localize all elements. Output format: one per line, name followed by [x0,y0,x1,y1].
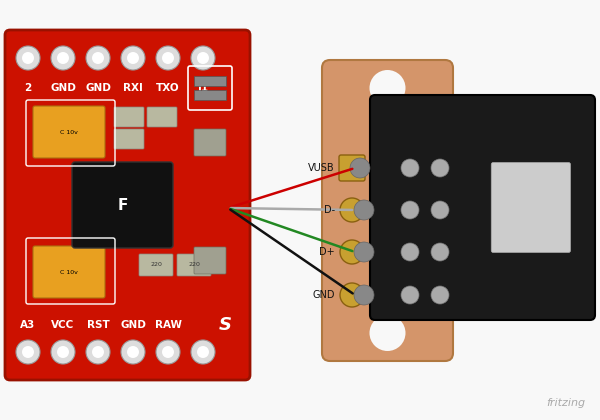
Circle shape [16,340,40,364]
Circle shape [340,198,364,222]
Text: RAW: RAW [155,320,182,330]
Circle shape [431,159,449,177]
FancyBboxPatch shape [322,60,453,361]
Circle shape [86,340,110,364]
Circle shape [350,158,370,178]
Circle shape [51,340,75,364]
Text: fritzing: fritzing [546,398,585,408]
Text: D-: D- [324,205,335,215]
FancyBboxPatch shape [33,246,105,298]
FancyBboxPatch shape [33,106,105,158]
Circle shape [22,346,34,358]
Circle shape [22,52,34,64]
Text: A3: A3 [20,320,35,330]
Circle shape [127,346,139,358]
FancyBboxPatch shape [194,247,226,274]
Text: VCC: VCC [52,320,74,330]
Circle shape [57,52,69,64]
Circle shape [51,46,75,70]
FancyBboxPatch shape [147,107,177,127]
Circle shape [86,46,110,70]
Circle shape [354,242,374,262]
Circle shape [121,46,145,70]
FancyBboxPatch shape [491,163,571,252]
Text: C 10v: C 10v [60,129,78,134]
Circle shape [370,70,406,106]
Text: GND: GND [50,83,76,93]
Text: GND: GND [120,320,146,330]
FancyBboxPatch shape [194,129,226,156]
FancyBboxPatch shape [114,129,144,149]
Circle shape [354,200,374,220]
Text: GND: GND [85,83,111,93]
FancyBboxPatch shape [114,107,144,127]
Text: GND: GND [313,290,335,300]
FancyBboxPatch shape [370,95,595,320]
Text: J1: J1 [197,83,209,93]
Circle shape [197,52,209,64]
Circle shape [162,52,174,64]
Circle shape [431,201,449,219]
FancyBboxPatch shape [339,155,365,181]
Circle shape [431,243,449,261]
Text: RST: RST [86,320,109,330]
Text: 2: 2 [25,83,32,93]
Circle shape [121,340,145,364]
Text: TXO: TXO [156,83,180,93]
Text: S: S [218,316,232,334]
Circle shape [191,46,215,70]
Circle shape [340,240,364,264]
Circle shape [127,52,139,64]
Text: 220: 220 [150,262,162,268]
Text: RXI: RXI [123,83,143,93]
Circle shape [92,346,104,358]
FancyBboxPatch shape [72,162,173,248]
Circle shape [401,243,419,261]
Circle shape [340,283,364,307]
Circle shape [354,285,374,305]
Text: VUSB: VUSB [308,163,335,173]
Circle shape [156,46,180,70]
Text: F: F [118,197,128,213]
FancyBboxPatch shape [177,254,211,276]
Circle shape [401,201,419,219]
Circle shape [16,46,40,70]
Bar [194,90,226,100]
Circle shape [92,52,104,64]
Circle shape [191,340,215,364]
Circle shape [370,315,406,351]
Circle shape [156,340,180,364]
Bar [194,76,226,86]
Circle shape [57,346,69,358]
FancyBboxPatch shape [5,30,250,380]
FancyBboxPatch shape [139,254,173,276]
Circle shape [431,286,449,304]
Circle shape [401,286,419,304]
Text: 220: 220 [188,262,200,268]
Circle shape [162,346,174,358]
Circle shape [197,346,209,358]
Text: D+: D+ [319,247,335,257]
Circle shape [401,159,419,177]
Text: C 10v: C 10v [60,270,78,275]
